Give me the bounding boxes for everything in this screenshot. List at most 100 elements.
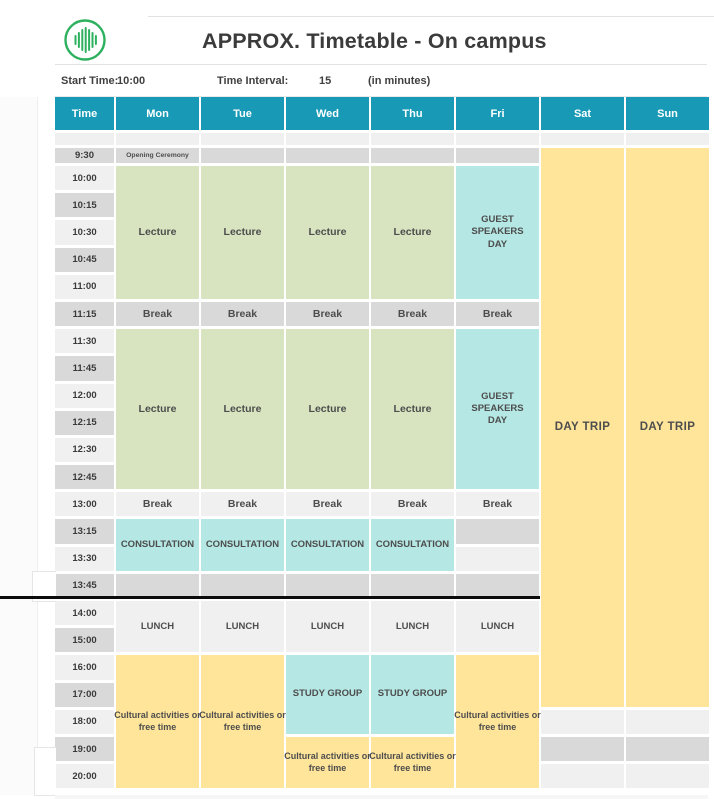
event-cultural-activities-or-free-time[interactable]: Cultural activities or free time — [114, 655, 201, 789]
event-lecture[interactable]: Lecture — [116, 329, 199, 490]
event-break[interactable]: Break — [201, 492, 284, 517]
body-cell[interactable] — [626, 764, 709, 789]
body-cell[interactable] — [456, 573, 539, 598]
event-break[interactable]: Break — [456, 492, 539, 517]
spacer-cell[interactable] — [456, 133, 539, 145]
event-lecture[interactable]: Lecture — [371, 329, 454, 490]
event-cultural-activities-or-free-time[interactable]: Cultural activities or free time — [369, 736, 456, 789]
spacer-cell[interactable] — [541, 133, 624, 145]
event-cultural-activities-or-free-time[interactable]: Cultural activities or free time — [199, 655, 286, 789]
time-cell[interactable]: 18:00 — [55, 709, 114, 734]
time-cell[interactable]: 13:15 — [55, 519, 114, 544]
spacer-cell[interactable] — [371, 133, 454, 145]
body-cell[interactable] — [456, 546, 539, 571]
event-label: Break — [397, 308, 428, 321]
column-header-thu[interactable]: Thu — [371, 97, 454, 130]
time-cell[interactable]: 11:30 — [55, 329, 114, 354]
event-lunch[interactable]: LUNCH — [201, 601, 284, 653]
event-break[interactable]: Break — [116, 492, 199, 517]
event-lunch[interactable]: LUNCH — [456, 601, 539, 653]
body-cell[interactable] — [626, 709, 709, 734]
time-cell[interactable]: 16:00 — [55, 655, 114, 680]
time-cell[interactable]: 19:00 — [55, 736, 114, 762]
event-break[interactable]: Break — [371, 492, 454, 517]
time-cell[interactable]: 9:30 — [55, 148, 114, 163]
body-cell[interactable] — [116, 573, 199, 598]
event-day-trip[interactable]: DAY TRIP — [626, 148, 709, 707]
spacer-cell[interactable] — [286, 133, 369, 145]
time-cell[interactable]: 11:45 — [55, 356, 114, 381]
time-interval-value[interactable]: 15 — [319, 74, 332, 87]
event-break[interactable]: Break — [371, 301, 454, 327]
column-header-time[interactable]: Time — [55, 97, 114, 130]
event-opening-ceremony[interactable]: Opening Ceremony — [116, 148, 199, 163]
event-break[interactable]: Break — [456, 301, 539, 327]
event-break[interactable]: Break — [201, 301, 284, 327]
body-cell[interactable] — [541, 736, 624, 762]
body-cell[interactable] — [286, 148, 369, 163]
event-lecture[interactable]: Lecture — [286, 166, 369, 299]
event-lecture[interactable]: Lecture — [201, 329, 284, 490]
column-header-sun[interactable]: Sun — [626, 97, 709, 130]
event-break[interactable]: Break — [116, 301, 199, 327]
event-lecture[interactable]: Lecture — [371, 166, 454, 299]
spacer-cell[interactable] — [116, 133, 199, 145]
spacer-cell[interactable] — [201, 133, 284, 145]
event-consultation[interactable]: CONSULTATION — [371, 519, 454, 571]
event-guest-speakers-day[interactable]: GUEST SPEAKERS DAY — [456, 166, 539, 299]
event-consultation[interactable]: CONSULTATION — [286, 519, 369, 571]
body-cell[interactable] — [371, 573, 454, 598]
event-cultural-activities-or-free-time[interactable]: Cultural activities or free time — [284, 736, 371, 789]
event-break[interactable]: Break — [286, 301, 369, 327]
column-header-wed[interactable]: Wed — [286, 97, 369, 130]
event-lunch[interactable]: LUNCH — [371, 601, 454, 653]
body-cell[interactable] — [456, 519, 539, 544]
time-cell[interactable]: 13:00 — [55, 492, 114, 517]
body-cell[interactable] — [541, 764, 624, 789]
event-study-group[interactable]: STUDY GROUP — [371, 655, 454, 734]
time-cell[interactable]: 20:00 — [55, 764, 114, 789]
spacer-cell[interactable] — [55, 133, 114, 145]
event-cultural-activities-or-free-time[interactable]: Cultural activities or free time — [454, 655, 541, 789]
time-cell[interactable]: 10:15 — [55, 193, 114, 218]
time-cell[interactable]: 17:00 — [55, 682, 114, 707]
time-cell[interactable]: 14:00 — [55, 601, 114, 626]
column-header-fri[interactable]: Fri — [456, 97, 539, 130]
body-cell[interactable] — [286, 573, 369, 598]
time-cell[interactable]: 12:15 — [55, 410, 114, 435]
time-cell[interactable]: 10:00 — [55, 166, 114, 191]
body-cell[interactable] — [371, 148, 454, 163]
event-consultation[interactable]: CONSULTATION — [201, 519, 284, 571]
event-study-group[interactable]: STUDY GROUP — [286, 655, 369, 734]
time-cell[interactable]: 10:45 — [55, 247, 114, 272]
time-cell[interactable]: 15:00 — [55, 628, 114, 653]
event-lecture[interactable]: Lecture — [116, 166, 199, 299]
body-cell[interactable] — [541, 709, 624, 734]
event-break[interactable]: Break — [286, 492, 369, 517]
body-cell[interactable] — [626, 736, 709, 762]
event-lecture[interactable]: Lecture — [201, 166, 284, 299]
event-guest-speakers-day[interactable]: GUEST SPEAKERS DAY — [456, 329, 539, 490]
event-consultation[interactable]: CONSULTATION — [116, 519, 199, 571]
time-cell[interactable]: 13:30 — [55, 546, 114, 571]
column-header-sat[interactable]: Sat — [541, 97, 624, 130]
column-header-tue[interactable]: Tue — [201, 97, 284, 130]
body-cell[interactable] — [201, 573, 284, 598]
body-cell[interactable] — [201, 148, 284, 163]
column-header-mon[interactable]: Mon — [116, 97, 199, 130]
event-lecture[interactable]: Lecture — [286, 329, 369, 490]
event-lunch[interactable]: LUNCH — [116, 601, 199, 653]
time-cell[interactable]: 12:00 — [55, 383, 114, 408]
time-cell[interactable]: 12:30 — [55, 437, 114, 463]
body-cell[interactable] — [456, 148, 539, 163]
event-lunch[interactable]: LUNCH — [286, 601, 369, 653]
time-cell[interactable]: 10:30 — [55, 220, 114, 245]
event-label: Cultural activities or free time — [369, 750, 456, 773]
time-cell[interactable]: 11:15 — [55, 301, 114, 327]
spacer-cell[interactable] — [626, 133, 709, 145]
time-cell[interactable]: 12:45 — [55, 465, 114, 490]
time-cell[interactable]: 11:00 — [55, 274, 114, 299]
time-cell[interactable]: 13:45 — [55, 573, 114, 598]
event-day-trip[interactable]: DAY TRIP — [541, 148, 624, 707]
start-time-value[interactable]: 10:00 — [117, 74, 146, 87]
